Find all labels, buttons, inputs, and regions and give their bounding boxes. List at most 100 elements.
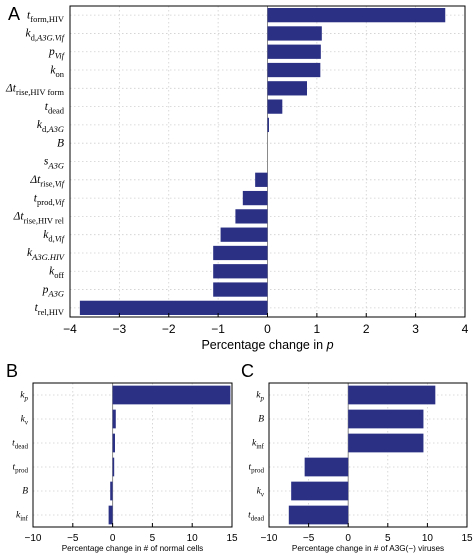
category-label: kon	[50, 64, 64, 79]
category-label: Δtrise,HIV rel	[13, 211, 65, 226]
tick-label: 15	[461, 533, 473, 544]
bar-a-11	[235, 209, 268, 224]
bar-c-0	[348, 385, 436, 405]
label-part: B	[258, 415, 264, 425]
bar-b-0	[112, 385, 231, 405]
label-part: k	[27, 247, 33, 259]
tick-label: 5	[385, 533, 391, 544]
bar-c-3	[304, 457, 349, 477]
label-part: inf	[256, 443, 264, 451]
category-label: pVif	[48, 46, 66, 61]
label-part: A3G.Vif	[36, 32, 66, 42]
category-label: kd,A3G	[37, 119, 64, 134]
label-part: k	[257, 487, 262, 497]
bar-a-13	[213, 245, 268, 261]
tick-label: 2	[363, 322, 370, 336]
tick-label: 4	[462, 322, 469, 336]
label-part: t	[45, 101, 49, 113]
category-label: kd,Vif	[43, 229, 65, 244]
panel-label: C	[241, 361, 254, 381]
label-part: rise,	[40, 179, 54, 189]
label-part: A3G.HIV	[31, 252, 66, 262]
tick-label: −1	[211, 322, 225, 336]
bar-b-5	[108, 505, 113, 525]
label-part: t	[12, 439, 15, 449]
category-label: B	[258, 415, 264, 425]
label-part: Percentage change in # of normal cells	[62, 544, 204, 553]
tick-label: −2	[162, 322, 176, 336]
bar-a-12	[220, 227, 268, 242]
label-part: k	[37, 119, 43, 131]
label-part: Δt	[13, 211, 25, 223]
label-part: Percentage change in # of A3G(−) viruses	[292, 544, 444, 553]
label-part: rel,HIV	[38, 307, 65, 317]
label-part: Vif	[55, 179, 66, 189]
category-label: kp	[20, 391, 28, 403]
label-part: Δt	[5, 83, 17, 95]
tick-label: 1	[314, 322, 321, 336]
label-part: form,HIV	[30, 14, 65, 24]
label-part: off	[54, 270, 64, 280]
label-part: k	[20, 391, 25, 401]
tick-label: −4	[63, 322, 77, 336]
label-part: t	[35, 302, 39, 314]
label-part: k	[26, 28, 32, 40]
label-part: t	[12, 463, 15, 473]
label-part: Δt	[29, 174, 41, 186]
label-part: A3G	[47, 124, 64, 134]
label-part: prod,	[37, 197, 55, 207]
category-label: kA3G.HIV	[27, 247, 66, 262]
tick-label: −10	[261, 533, 278, 544]
plot-frame	[268, 382, 468, 528]
label-part: t	[248, 463, 251, 473]
panel-label: B	[6, 361, 18, 381]
label-part: t	[34, 192, 38, 204]
bar-a-5	[267, 99, 283, 114]
category-label: trel,HIV	[35, 302, 65, 317]
label-part: rise,HIV form	[16, 87, 64, 97]
label-part: on	[56, 69, 65, 79]
category-label: tform,HIV	[27, 9, 65, 24]
x-axis-title: Percentage change in # of normal cells	[62, 544, 204, 553]
category-label: B	[22, 487, 28, 497]
label-part: prod	[15, 467, 28, 475]
label-part: k	[21, 415, 26, 425]
bar-a-9	[255, 172, 268, 187]
category-label: B	[57, 137, 64, 149]
bar-c-1	[348, 409, 424, 429]
category-label: kinf	[252, 439, 265, 451]
bar-a-4	[267, 81, 307, 96]
label-part: inf	[20, 515, 28, 523]
label-part: B	[22, 487, 28, 497]
label-part: A3G	[47, 288, 64, 298]
bar-a-14	[213, 264, 268, 279]
category-label: kv	[257, 487, 265, 499]
label-part: d,	[48, 234, 54, 244]
label-part: Vif	[55, 197, 66, 207]
category-label: kv	[21, 415, 29, 427]
bar-b-3	[112, 457, 115, 477]
category-label: tdead	[12, 439, 28, 451]
tick-label: 0	[110, 533, 116, 544]
category-label: pA3G	[42, 284, 64, 299]
label-part: v	[261, 491, 265, 499]
label-part: p	[42, 284, 49, 296]
bar-b-4	[110, 481, 113, 501]
bar-a-10	[242, 190, 268, 206]
tick-label: −10	[25, 533, 42, 544]
tick-label: 5	[150, 533, 156, 544]
bar-c-5	[288, 505, 349, 525]
bar-c-2	[348, 433, 424, 453]
label-part: p	[326, 338, 334, 352]
panel-label: A	[8, 4, 20, 24]
category-label: koff	[49, 265, 64, 280]
bar-a-6	[267, 117, 269, 133]
bar-a-16	[79, 300, 268, 315]
label-part: k	[16, 511, 21, 521]
tick-label: −5	[67, 533, 79, 544]
x-axis-title: Percentage change in # of A3G(−) viruses	[292, 544, 444, 553]
bar-a-3	[267, 62, 321, 78]
tick-label: 0	[264, 322, 271, 336]
